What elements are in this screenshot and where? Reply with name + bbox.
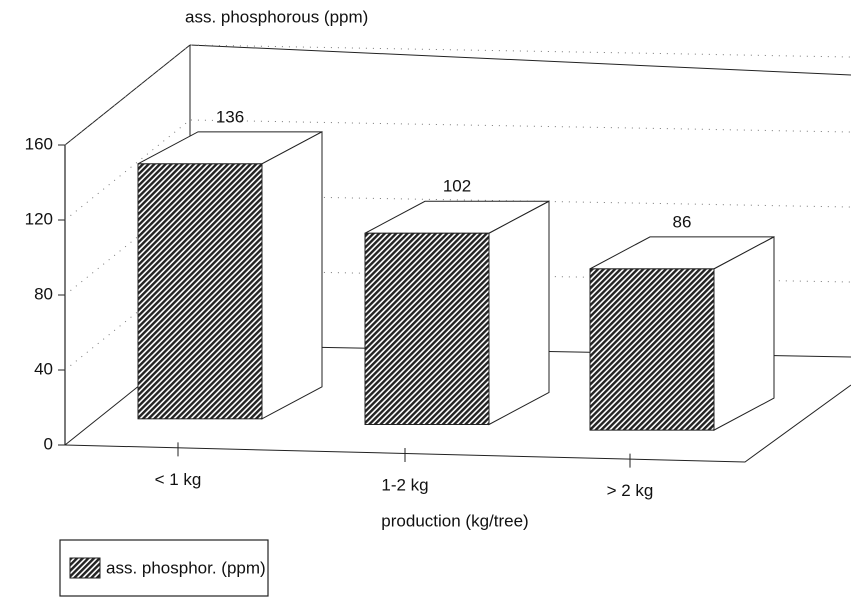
y-axis-title: ass. phosphorous (ppm)	[185, 7, 368, 26]
floor-front	[64, 384, 851, 463]
x-axis-title: production (kg/tree)	[381, 511, 528, 530]
x-tick-label: < 1 kg	[155, 470, 202, 489]
bar-side	[261, 130, 323, 420]
y-tick-label: 120	[25, 209, 53, 228]
value-label: 86	[673, 212, 692, 231]
y-tick-label: 40	[34, 359, 53, 378]
x-tick-label: > 2 kg	[607, 481, 654, 500]
value-label: 102	[443, 177, 471, 196]
back-top	[189, 44, 851, 76]
x-tick-label: 1-2 kg	[381, 476, 428, 495]
bar-side	[488, 200, 550, 426]
y-tick-label: 160	[25, 134, 53, 153]
legend: ass. phosphor. (ppm)	[59, 539, 269, 597]
bar-front	[137, 163, 263, 420]
legend-swatch	[69, 557, 101, 579]
y-tick-label: 80	[34, 284, 53, 303]
legend-label: ass. phosphor. (ppm)	[106, 558, 266, 577]
grid-line	[64, 44, 851, 146]
bar-side	[713, 236, 775, 431]
value-label: 136	[216, 107, 244, 126]
top-diagonal	[64, 44, 191, 146]
bar	[589, 236, 775, 431]
y-tick-label: 0	[44, 434, 53, 453]
bar-front	[589, 268, 715, 431]
legend-box	[59, 539, 269, 597]
bar	[364, 200, 550, 426]
bar	[137, 130, 323, 420]
bar-front	[364, 232, 490, 425]
